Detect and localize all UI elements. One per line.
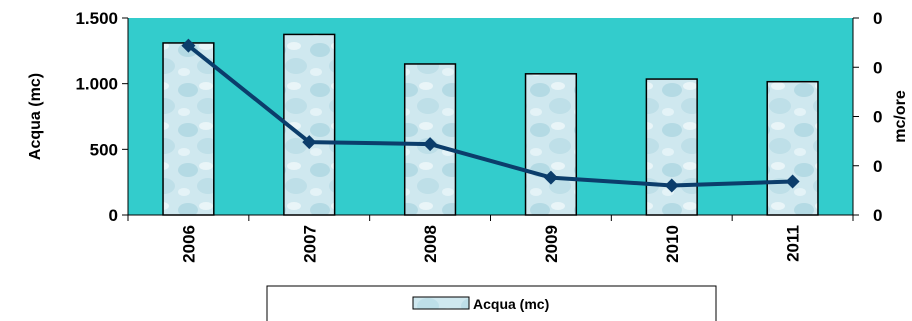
bar-2011 (766, 80, 819, 216)
line-point-2011 (785, 174, 800, 189)
axes: 0 500 1.000 1.500 0 0 0 0 0 2006 2007 2008 2009 2010 2… (75, 9, 882, 263)
line-point-2007 (302, 135, 317, 150)
legend-label-acqua: Acqua (mc) (473, 296, 549, 312)
y-tick-label: 0 (109, 206, 118, 225)
x-tick-label: 2009 (542, 225, 561, 263)
x-tick-label: 2006 (179, 225, 198, 263)
y2-tick-label: 0 (873, 157, 882, 176)
line-point-2008 (423, 137, 438, 152)
series-line (187, 44, 793, 188)
y2-tick-label: 0 (873, 9, 882, 28)
bar-2010 (645, 78, 698, 216)
y2-tick-label: 0 (873, 58, 882, 77)
line-point-2010 (664, 178, 679, 193)
legend-box (266, 285, 717, 321)
line-point-2006 (181, 38, 196, 53)
y-tick-label: 500 (90, 140, 118, 159)
y2-tick-label: 0 (873, 108, 882, 127)
bar-2009 (524, 73, 578, 216)
y-tick-label: 1.000 (75, 75, 118, 94)
bar-2006 (162, 42, 215, 216)
plot-area (128, 18, 853, 215)
bar-2007 (283, 33, 336, 216)
x-tick-label: 2007 (300, 225, 319, 263)
y2-tick-label: 0 (873, 206, 882, 225)
y-tick-label: 1.500 (75, 9, 118, 28)
line-point-2009 (543, 170, 558, 185)
secondary-y-axis-title: mc/ore (892, 90, 909, 143)
x-tick-label: 2011 (784, 225, 803, 262)
y-axis-title: Acqua (mc) (27, 73, 44, 160)
legend: Acqua (mc) (266, 285, 717, 321)
legend-swatch-acqua (412, 296, 470, 310)
x-tick-label: 2008 (421, 225, 440, 263)
line-series (181, 38, 800, 193)
x-tick-label: 2010 (663, 225, 682, 263)
